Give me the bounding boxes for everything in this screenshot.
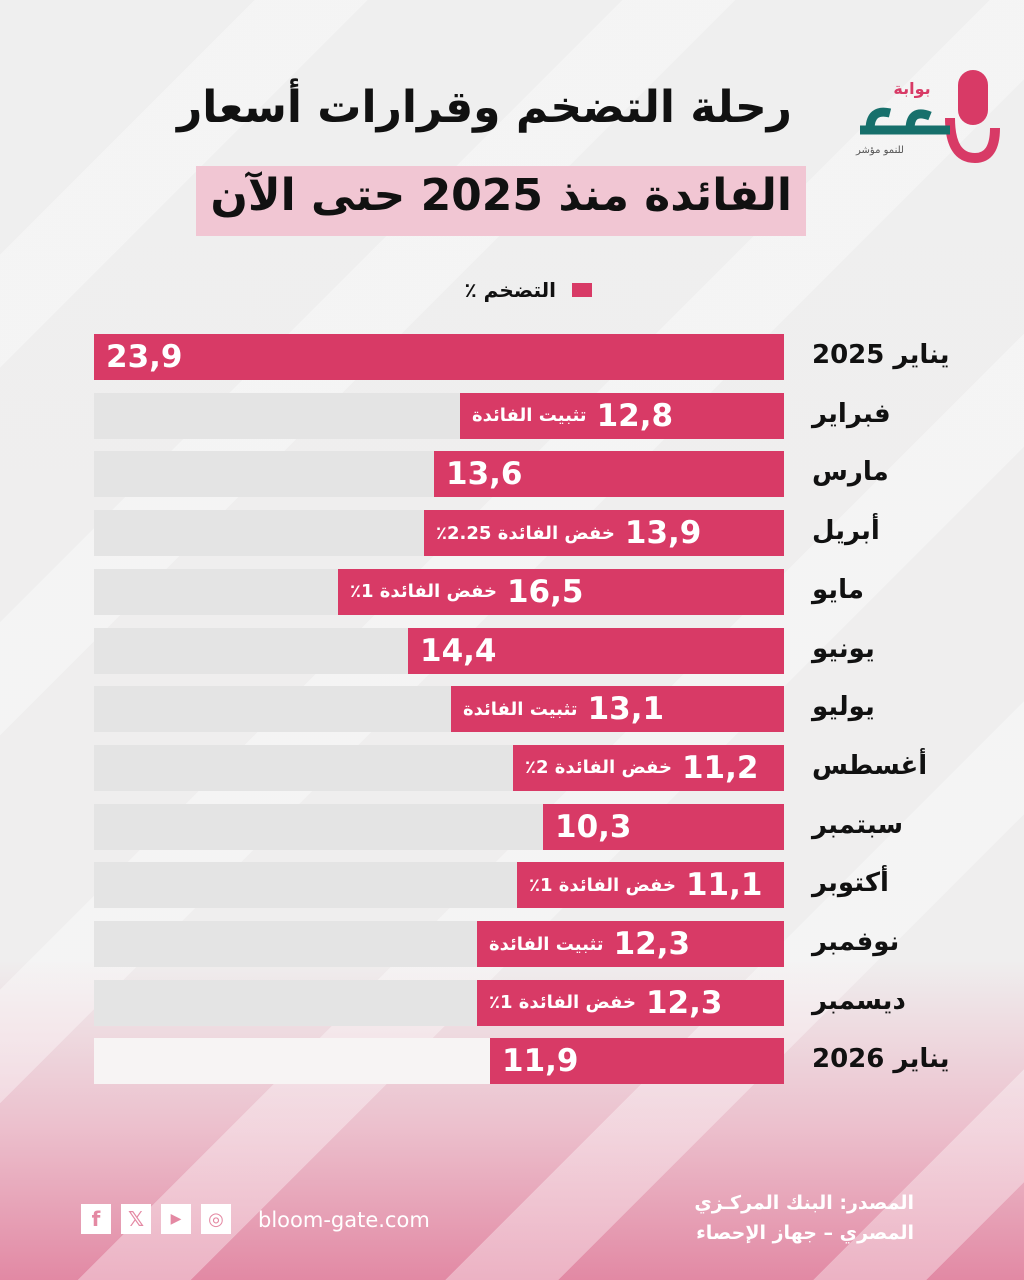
website-link[interactable]: bloom-gate.com [258, 1208, 430, 1232]
category-label: يونيو [812, 633, 875, 664]
bar-value-label: 11,1 [685, 867, 763, 904]
bar-row: 10,3 [94, 803, 784, 850]
bar-value-label: 11,9 [502, 1043, 579, 1080]
bar: 16,5 خفض الفائدة 1٪ [338, 568, 784, 615]
category-label: يوليو [812, 692, 875, 723]
bar: 13,1 تثبيت الفائدة [451, 686, 784, 733]
bar-row: 11,2 خفض الفائدة 2٪ [94, 744, 784, 791]
bar-row: 13,1 تثبيت الفائدة [94, 686, 784, 733]
bar-value-label: 14,4 [420, 632, 497, 669]
bar-annotation: خفض الفائدة 2.25٪ [436, 522, 615, 544]
bar-annotation: تثبيت الفائدة [489, 933, 604, 955]
category-label: مايو [812, 574, 864, 605]
bar-annotation: خفض الفائدة 1٪ [489, 992, 636, 1014]
bar-value-label: 16,5 [506, 573, 584, 610]
bar-chart: 23,9 يناير 2025 12,8 تثبيت الفائدة فبراير 13,… [94, 334, 950, 1085]
category-label: أغسطس [812, 750, 928, 781]
bar-value-label: 10,3 [555, 808, 632, 845]
bar-row: 16,5 خفض الفائدة 1٪ [94, 568, 784, 615]
bar: 11,9 [490, 1038, 784, 1085]
bar-row: 13,6 [94, 451, 784, 498]
bar-row: 11,1 خفض الفائدة 1٪ [94, 862, 784, 909]
legend-swatch [572, 283, 592, 297]
bar: 11,2 خفض الفائدة 2٪ [513, 744, 784, 791]
bar-value-label: 12,3 [645, 984, 723, 1021]
category-label: ديسمبر [812, 985, 906, 1016]
instagram-icon[interactable]: ◎ [201, 1204, 231, 1234]
bar: 12,3 خفض الفائدة 1٪ [477, 979, 784, 1026]
bar-row: 13,9 خفض الفائدة 2.25٪ [94, 510, 784, 557]
bar-annotation: خفض الفائدة 1٪ [529, 874, 676, 896]
source-line2: المصري – جهاز الإحصاء [696, 1222, 914, 1244]
bar-annotation: تثبيت الفائدة [463, 698, 578, 720]
bar: 12,3 تثبيت الفائدة [477, 921, 784, 967]
page-title-line2: الفائدة منذ 2025 حتى الآن [210, 170, 792, 221]
bar: 11,1 خفض الفائدة 1٪ [517, 862, 784, 909]
bar: 13,9 خفض الفائدة 2.25٪ [424, 510, 784, 557]
bar-annotation: خفض الفائدة 1٪ [350, 581, 497, 603]
category-label: يناير 2026 [812, 1044, 950, 1075]
category-label: أبريل [812, 516, 880, 547]
bar-row: 12,3 خفض الفائدة 1٪ [94, 979, 784, 1026]
bar-row: 14,4 [94, 627, 784, 674]
category-label: مارس [812, 457, 889, 488]
youtube-icon[interactable]: ▶ [161, 1204, 191, 1234]
bar: 10,3 [543, 803, 784, 850]
bar: 23,9 [94, 334, 784, 380]
bar-value-label: 13,9 [624, 515, 702, 552]
bar: 12,8 تثبيت الفائدة [460, 392, 784, 439]
bar-value-label: 23,9 [106, 339, 183, 375]
bar-row: 12,3 تثبيت الفائدة [94, 921, 784, 967]
bar-row: 11,9 [94, 1038, 784, 1085]
title-highlight [196, 166, 806, 236]
category-label: أكتوبر [812, 868, 889, 899]
category-label: نوفمبر [812, 927, 900, 957]
bloom-logo: بوابة للنمو مؤشر [855, 70, 1000, 164]
category-label: فبراير [812, 398, 891, 429]
x-icon[interactable]: 𝕏 [121, 1204, 151, 1234]
bar-annotation: خفض الفائدة 2٪ [525, 757, 672, 779]
source-line1: المصدر: البنك المركـزي [694, 1192, 914, 1214]
facebook-icon[interactable]: f [81, 1204, 111, 1234]
bar: 13,6 [434, 451, 784, 498]
category-label: سبتمبر [812, 809, 904, 840]
bar-row: 23,9 [94, 334, 784, 380]
bar-value-label: 11,2 [681, 749, 759, 786]
bar-row: 12,8 تثبيت الفائدة [94, 392, 784, 439]
bar-value-label: 12,8 [596, 397, 674, 434]
bar-value-label: 13,6 [446, 456, 523, 493]
source-note: المصدر: البنك المركـزي المصري – جهاز الإ… [694, 1188, 914, 1248]
svg-text:للنمو مؤشر: للنمو مؤشر [855, 145, 904, 156]
bar-annotation: تثبيت الفائدة [472, 405, 587, 427]
chart-legend: التضخم ٪ [464, 278, 592, 302]
bar: 14,4 [408, 627, 784, 674]
bar-value-label: 12,3 [613, 926, 691, 962]
category-label: يناير 2025 [812, 340, 950, 370]
legend-label: التضخم ٪ [464, 278, 556, 302]
bar-value-label: 13,1 [587, 691, 665, 728]
page-title-line1: رحلة التضخم وقرارات أسعار [176, 82, 792, 133]
svg-text:بوابة: بوابة [893, 79, 930, 98]
